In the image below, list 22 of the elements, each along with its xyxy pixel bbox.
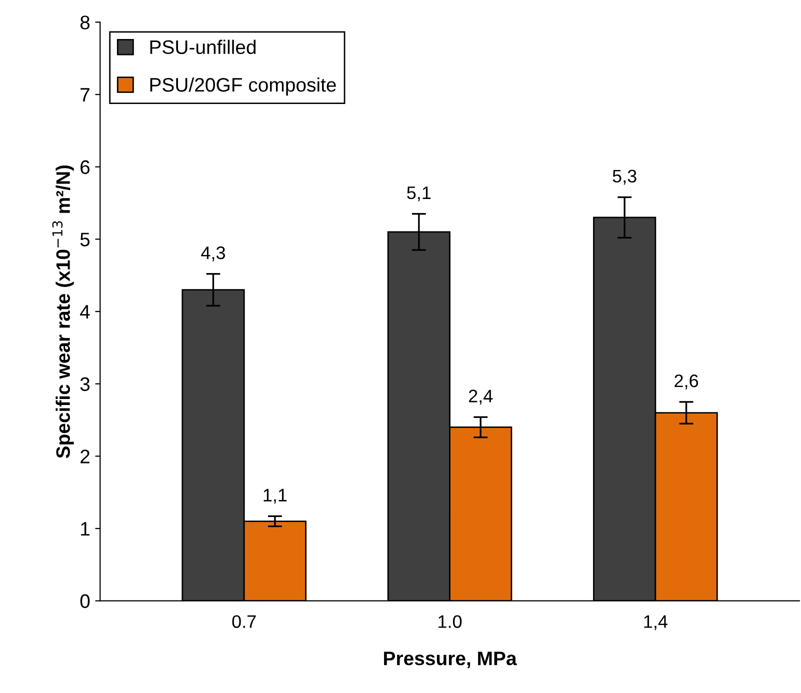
y-tick-label: 7 [80,88,90,102]
y-tick-label: 1 [81,522,90,536]
y-tick-label: 0 [80,594,90,608]
data-label: 2,6 [674,374,698,390]
data-label: 4,3 [201,246,225,262]
y-tick-label: 8 [80,16,90,30]
data-label: 5,1 [407,186,431,202]
y-tick-label: 6 [80,160,90,174]
data-label: 1,1 [264,488,287,504]
x-tick-label: 1,4 [644,615,668,630]
y-axis-title: Specific wear rate (x10$^{−13}$ m²/N) [52,165,74,458]
y-tick-label: 3 [80,377,90,392]
x-tick-label: 1.0 [438,615,462,628]
y-tick-label: 4 [80,305,90,319]
y-tick-label: 2 [80,450,90,464]
y-tick-label: 5 [80,232,90,246]
data-label: 5,3 [612,170,636,185]
legend-label: PSU/20GF composite [150,77,336,96]
data-label: 2,4 [468,390,493,405]
legend-label: PSU-unfilled [150,40,256,54]
x-tick-label: 0.7 [232,615,256,628]
x-axis-title: Pressure, MPa [384,652,517,668]
